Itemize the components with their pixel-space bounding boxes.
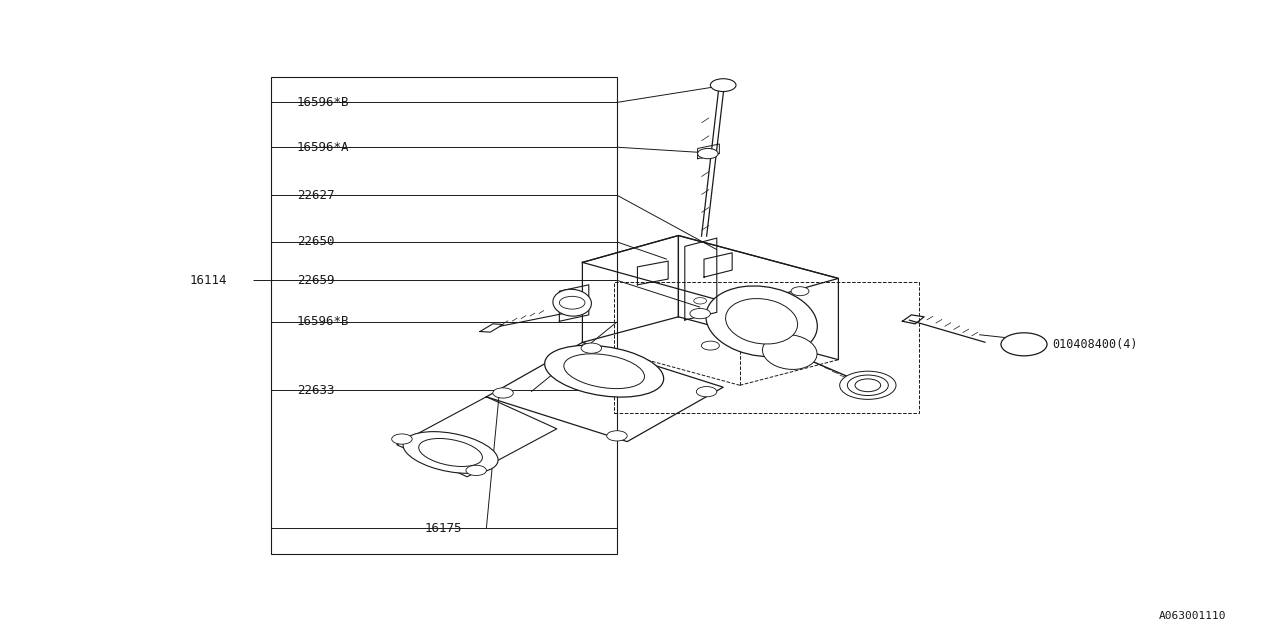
Bar — [271, 77, 617, 554]
Circle shape — [710, 79, 736, 92]
Circle shape — [694, 298, 707, 304]
Circle shape — [581, 343, 602, 353]
Ellipse shape — [553, 289, 591, 316]
Circle shape — [392, 434, 412, 444]
Ellipse shape — [419, 438, 483, 467]
Ellipse shape — [403, 431, 498, 474]
Circle shape — [607, 431, 627, 441]
Circle shape — [696, 387, 717, 397]
Text: 16114: 16114 — [189, 274, 227, 287]
Circle shape — [466, 465, 486, 476]
Text: A063001110: A063001110 — [1158, 611, 1226, 621]
Circle shape — [791, 287, 809, 296]
Circle shape — [493, 388, 513, 398]
Ellipse shape — [563, 354, 645, 388]
Ellipse shape — [705, 286, 818, 356]
Text: 22650: 22650 — [297, 236, 334, 248]
Circle shape — [701, 341, 719, 350]
Circle shape — [559, 296, 585, 309]
Circle shape — [698, 148, 718, 159]
Circle shape — [1001, 333, 1047, 356]
Ellipse shape — [763, 335, 817, 369]
Circle shape — [847, 375, 888, 396]
Text: 22627: 22627 — [297, 189, 334, 202]
Text: B: B — [1020, 338, 1028, 351]
Text: 010408400(4): 010408400(4) — [1052, 338, 1138, 351]
Ellipse shape — [545, 346, 663, 397]
Text: 16596*B: 16596*B — [297, 316, 349, 328]
Circle shape — [855, 379, 881, 392]
Text: 16596*B: 16596*B — [297, 96, 349, 109]
Text: 22633: 22633 — [297, 384, 334, 397]
Text: 16175: 16175 — [425, 522, 462, 534]
Text: 22659: 22659 — [297, 274, 334, 287]
Ellipse shape — [726, 299, 797, 344]
Circle shape — [840, 371, 896, 399]
Text: 16596*A: 16596*A — [297, 141, 349, 154]
Circle shape — [690, 308, 710, 319]
